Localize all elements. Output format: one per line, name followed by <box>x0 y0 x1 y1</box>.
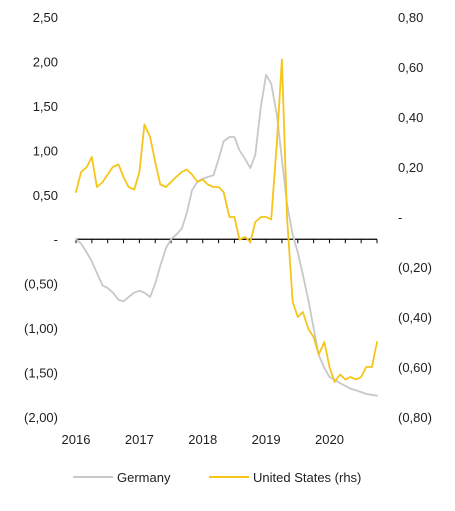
x-tick-label: 2020 <box>315 432 344 447</box>
y-right-tick-label: - <box>398 210 402 225</box>
axes-layer: 2,50 2,00 1,50 1,00 0,50 - (0,50) (1,00) (1,50) (… <box>24 10 432 447</box>
series-layer <box>75 58 378 397</box>
y-right-tick-label: (0,40) <box>398 310 432 325</box>
y-left-tick-label: 1,50 <box>33 99 58 114</box>
y-left-tick-label: 2,00 <box>33 54 58 69</box>
y-left-tick-label: (1,00) <box>24 321 58 336</box>
y-left-tick-label: 1,00 <box>33 143 58 158</box>
y-right-tick-label: (0,80) <box>398 410 432 425</box>
y-left-tick-label: 2,50 <box>33 10 58 25</box>
x-tick-label: 2016 <box>62 432 91 447</box>
y-left-tick-label: (0,50) <box>24 277 58 292</box>
y-right-tick-label: 0,40 <box>398 110 423 125</box>
y-left-tick-label: 0,50 <box>33 188 58 203</box>
y-right-tick-label: 0,60 <box>398 60 423 75</box>
y-left-tick-label: - <box>54 232 58 247</box>
y-left-tick-label: (2,00) <box>24 410 58 425</box>
y-right-tick-label: 0,20 <box>398 160 423 175</box>
legend: Germany United States (rhs) <box>73 470 361 485</box>
legend-label: United States (rhs) <box>253 470 361 485</box>
series-line-germany <box>75 73 378 397</box>
y-right-tick-label: (0,60) <box>398 360 432 375</box>
legend-label: Germany <box>117 470 171 485</box>
y-right-tick-label: (0,20) <box>398 260 432 275</box>
x-tick-label: 2019 <box>252 432 281 447</box>
x-tick-label: 2017 <box>125 432 154 447</box>
series-line-united-states-rhs <box>75 58 378 383</box>
y-right-tick-label: 0,80 <box>398 10 423 25</box>
y-left-tick-label: (1,50) <box>24 366 58 381</box>
x-tick-label: 2018 <box>188 432 217 447</box>
